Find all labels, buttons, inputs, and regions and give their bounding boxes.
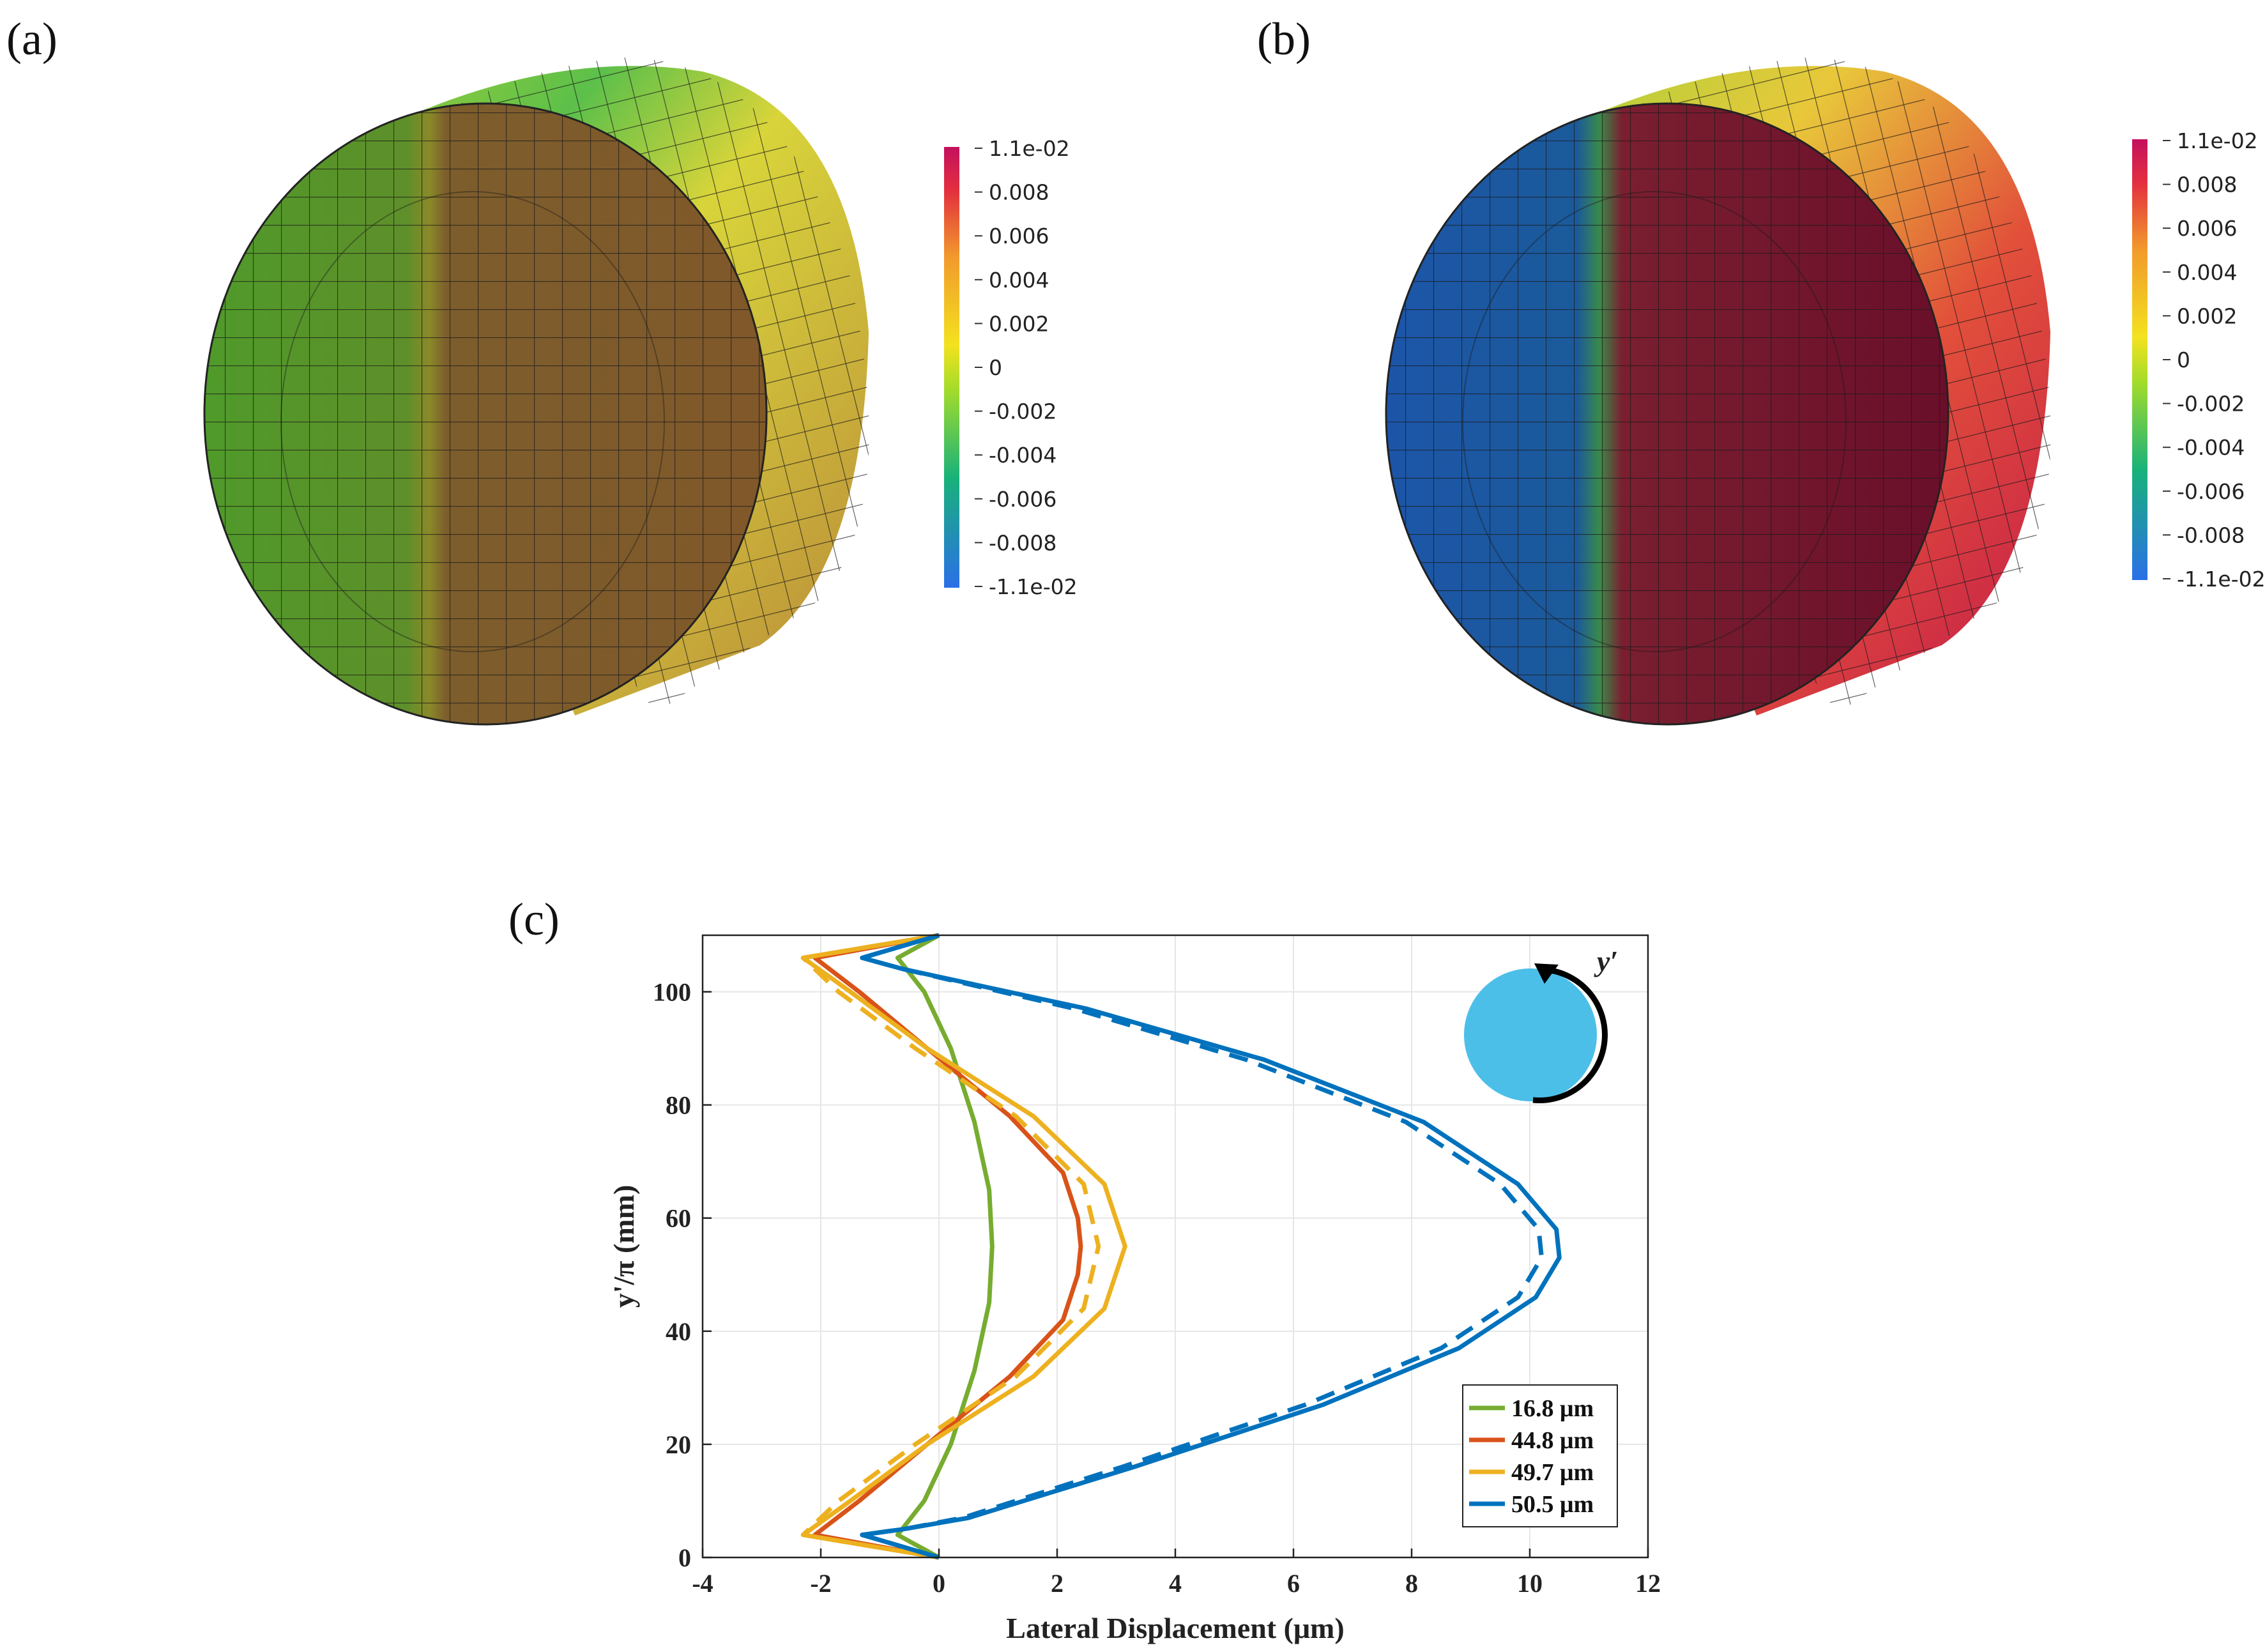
legend: 16.8 μm 44.8 μm 49.7 μm 50.5 μm [1462, 1384, 1618, 1527]
series-line-dashed-3 [860, 933, 1544, 1560]
colorbar-a-tick-label: 0.008 [989, 180, 1049, 205]
y-axis-label: y'/π (mm) [607, 1185, 640, 1308]
inset-label: y′ [1594, 945, 1618, 977]
displacement-chart: -4 -2 0 2 4 6 8 10 12 0 20 40 60 80 100 Lateral Displa… [607, 933, 1661, 1644]
colorbar-a-tick-label: 0.004 [989, 268, 1049, 293]
x-tick-label: 12 [1635, 1569, 1661, 1598]
colorbar-b-tick-label: 1.1e-02 [2177, 128, 2258, 153]
colorbar-a-tick-label: 0.006 [989, 224, 1049, 249]
colorbar-a-tick-label: 0 [989, 355, 1002, 380]
cylinder-a [203, 57, 869, 726]
colorbar-b-tick-label: 0.002 [2177, 303, 2237, 328]
colorbar-a-tick-label: 0.002 [989, 311, 1049, 336]
colorbar-a-tick-label: -0.008 [989, 530, 1056, 555]
inset-circle [1464, 968, 1597, 1101]
colorbar-a-tick-label: -1.1e-02 [989, 574, 1078, 599]
legend-label-1: 44.8 μm [1511, 1427, 1594, 1454]
x-tick-label: 10 [1517, 1569, 1543, 1598]
inset-diagram: y′ [1464, 945, 1618, 1103]
inset-arc-arrow [1532, 967, 1608, 1103]
colorbar-b-tick-label: -0.004 [2177, 435, 2245, 460]
cylinder-b [1385, 57, 2051, 726]
x-tick-label: 2 [1051, 1569, 1064, 1598]
x-tick-label: 0 [933, 1569, 945, 1598]
legend-label-0: 16.8 μm [1511, 1395, 1594, 1422]
x-axis-label: Lateral Displacement (μm) [1006, 1612, 1344, 1644]
series-line-3 [860, 933, 1562, 1560]
series-line-0 [895, 933, 995, 1560]
y-tick-label: 0 [678, 1543, 691, 1572]
arrow-head-icon [1534, 963, 1559, 984]
colorbar-b-tick-label: 0.008 [2177, 172, 2237, 197]
colorbar-b-tick-label: 0.004 [2177, 260, 2237, 285]
colorbar-b-tick-label: -0.008 [2177, 523, 2245, 547]
colorbar-b-tick-label: -1.1e-02 [2177, 567, 2265, 592]
series-line-2 [800, 933, 1127, 1560]
tick-layer: -4 -2 0 2 4 6 8 10 12 0 20 40 60 80 100 [653, 978, 1661, 1598]
colorbar-a-tick-label: -0.002 [989, 399, 1056, 424]
x-tick-label: -2 [810, 1569, 831, 1598]
y-tick-label: 20 [666, 1430, 691, 1459]
x-tick-label: 8 [1405, 1569, 1418, 1598]
y-tick-label: 60 [666, 1204, 691, 1233]
colorbar-b-tick-label: 0.006 [2177, 216, 2237, 241]
series-line-dashed-2 [800, 933, 1101, 1560]
panel-label-c: (c) [508, 894, 560, 945]
colorbar-b-tick-label: -0.002 [2177, 392, 2245, 417]
colorbar-a-tick-label: -0.006 [989, 487, 1056, 512]
y-tick-label: 40 [666, 1317, 691, 1346]
panel-label-a: (a) [6, 13, 57, 65]
colorbar-b: 1.1e-02 0.008 0.006 0.004 0.002 0 -0.002 -0.004… [2132, 128, 2265, 592]
colorbar-b-tick-label: 0 [2177, 348, 2190, 372]
colorbar-a: 1.1e-02 0.008 0.006 0.004 0.002 0 -0.002 -0.004… [944, 136, 1078, 599]
colorbar-b-tick-label: -0.006 [2177, 479, 2245, 504]
colorbar-a-gradient [944, 147, 959, 588]
y-tick-label: 100 [653, 978, 691, 1007]
series-line-1 [812, 933, 1083, 1560]
legend-label-2: 49.7 μm [1511, 1459, 1594, 1486]
legend-label-3: 50.5 μm [1511, 1491, 1594, 1518]
colorbar-a-tick-label: -0.004 [989, 443, 1056, 468]
y-tick-label: 80 [666, 1091, 691, 1120]
colorbar-b-gradient [2132, 139, 2147, 580]
colorbar-a-tick-label: 1.1e-02 [989, 136, 1070, 161]
x-tick-label: 6 [1287, 1569, 1300, 1598]
x-tick-label: 4 [1169, 1569, 1182, 1598]
series-layer [800, 933, 1562, 1560]
x-tick-label: -4 [692, 1569, 713, 1598]
panel-label-b: (b) [1257, 13, 1311, 65]
